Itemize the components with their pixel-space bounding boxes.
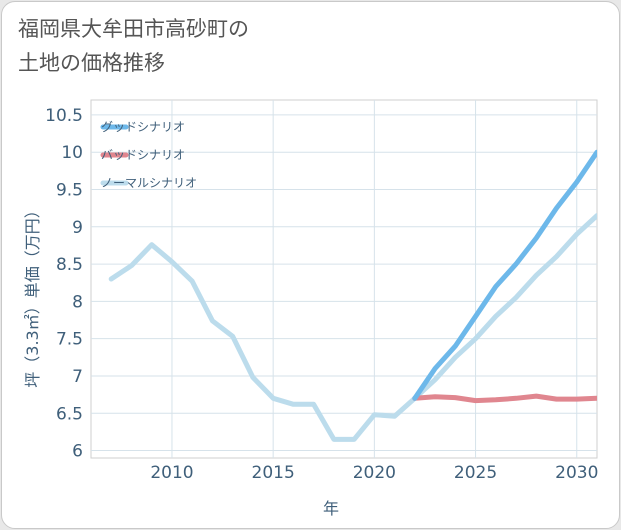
x-axis-label: 年: [323, 499, 339, 518]
x-tick-label: 2015: [252, 463, 295, 483]
y-tick-label: 10: [61, 143, 83, 163]
y-tick-label: 8: [72, 292, 83, 312]
grid-lines: [91, 100, 597, 458]
legend-label: グッドシナリオ: [101, 120, 185, 134]
y-tick-label: 10.5: [45, 106, 83, 126]
x-tick-label: 2025: [454, 463, 497, 483]
y-tick-label: 8.5: [56, 255, 83, 275]
series-line-0: [412, 149, 597, 401]
y-tick-label: 6: [72, 442, 83, 462]
series-lines: [108, 149, 597, 442]
y-tick-labels: 6 6.5 7 7.5 8 8.5 9 9.5 10 10.5: [45, 106, 83, 462]
x-tick-labels: 2010 2015 2020 2025 2030: [150, 463, 598, 483]
legend-label: ノーマルシナリオ: [101, 176, 197, 190]
x-tick-label: 2030: [555, 463, 598, 483]
series-line-1: [412, 393, 597, 404]
legend-label: バッドシナリオ: [101, 148, 185, 162]
x-tick-label: 2010: [150, 463, 193, 483]
x-tick-label: 2020: [353, 463, 396, 483]
y-tick-label: 6.5: [56, 404, 83, 424]
chart-title: 福岡県大牟田市高砂町の 土地の価格推移: [18, 17, 249, 75]
y-tick-label: 7.5: [56, 330, 83, 350]
y-tick-label: 7: [72, 367, 83, 387]
y-axis-label: 坪（3.3㎡）単価（万円）: [23, 202, 42, 387]
series-line-2: [108, 213, 597, 442]
y-tick-label: 9: [72, 218, 83, 238]
y-tick-label: 9.5: [56, 181, 83, 201]
